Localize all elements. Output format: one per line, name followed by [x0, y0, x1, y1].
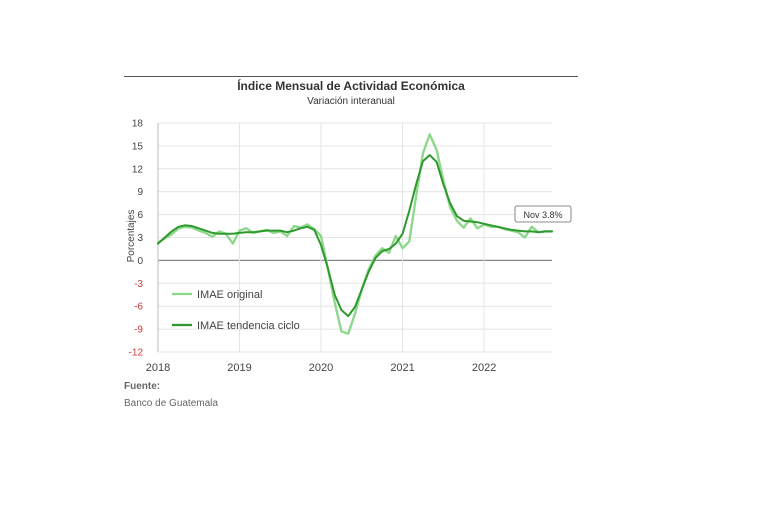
series-lines [156, 133, 554, 335]
x-tick-labels: 2018 2019 2020 2021 2022 [146, 362, 497, 374]
x-tick-label: 2022 [472, 362, 496, 374]
y-tick-label: 6 [137, 210, 143, 221]
annotation-callout: Nov 3.8% [514, 205, 572, 223]
x-tick-label: 2019 [227, 362, 251, 374]
y-tick-label: -9 [134, 325, 143, 336]
y-tick-labels: 18 15 12 9 6 3 0 -3 -6 -9 -12 [129, 119, 144, 359]
series-line-trend [157, 154, 553, 318]
y-tick-label: 9 [137, 187, 143, 198]
top-rule [124, 76, 578, 77]
x-tick-label: 2018 [146, 362, 170, 374]
chart-title: Índice Mensual de Actividad Económica [237, 79, 465, 93]
legend-label-original: IMAE original [197, 289, 262, 301]
source-label: Fuente: [124, 381, 161, 392]
source-text: Banco de Guatemala [124, 398, 218, 409]
y-tick-label: 3 [137, 233, 143, 244]
y-tick-label: -12 [129, 348, 144, 359]
y-tick-label: 12 [132, 164, 144, 175]
y-tick-label: -3 [134, 279, 143, 290]
y-tick-label: 15 [132, 141, 144, 152]
x-tick-label: 2021 [390, 362, 414, 374]
y-tick-label: 0 [137, 256, 143, 267]
annotation-box [514, 205, 572, 223]
legend: IMAE original IMAE tendencia ciclo [172, 289, 300, 332]
y-axis-label: Porcentajes [126, 210, 137, 263]
y-tick-label: 18 [132, 119, 144, 130]
x-tick-label: 2020 [309, 362, 333, 374]
legend-label-trend: IMAE tendencia ciclo [197, 320, 300, 332]
y-tick-label: -6 [134, 302, 143, 313]
chart-subtitle: Variación interanual [307, 96, 395, 107]
gridlines [157, 122, 552, 353]
annotation-text: Nov 3.8% [523, 210, 562, 220]
